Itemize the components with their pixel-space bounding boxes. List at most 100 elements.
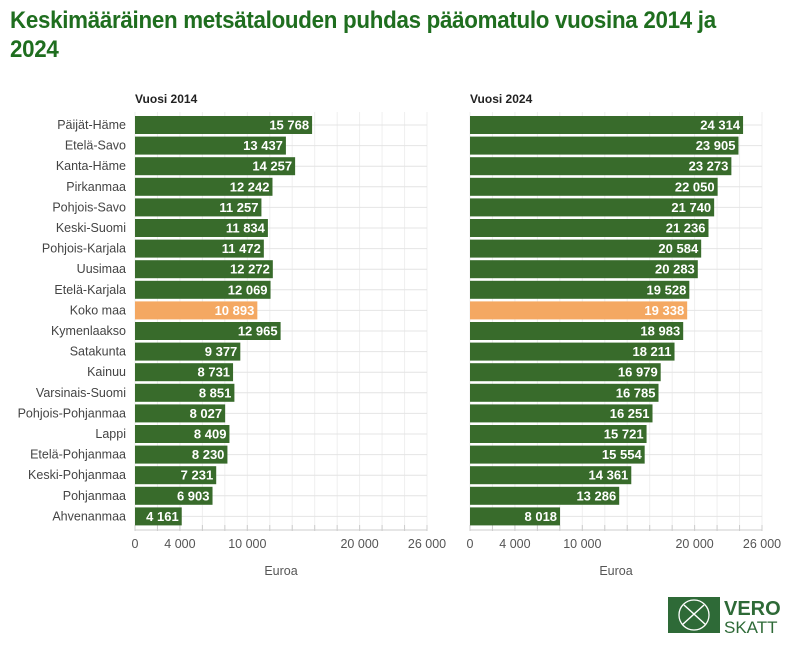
data-label: 8 731 [198,365,231,380]
data-label: 18 983 [640,324,680,339]
category-label: Koko maa [70,303,126,317]
x-axis-label: Euroa [599,564,632,578]
x-tick-label: 4 000 [164,537,195,551]
bar [135,239,264,258]
bar [135,486,213,505]
data-label: 8 851 [199,385,232,400]
x-tick-label: 10 000 [563,537,601,551]
bar [470,198,715,217]
data-label: 15 554 [602,447,643,462]
bar [135,363,234,382]
bar [135,507,182,526]
bar [470,404,653,423]
data-label: 7 231 [181,468,214,483]
data-label: 20 283 [655,262,695,277]
category-label: Kymenlaakso [51,324,126,338]
data-label: 12 069 [228,282,268,297]
data-label: 12 965 [238,324,278,339]
data-label: 8 018 [525,509,558,524]
category-label: Etelä-Pohjanmaa [30,448,126,462]
logo-text-vero: VERO [724,598,781,620]
data-label: 13 437 [243,138,283,153]
bar [135,322,281,340]
x-tick-label: 20 000 [340,537,378,551]
bar [470,260,698,279]
bar [470,486,620,505]
bar [470,239,702,258]
bar [470,157,732,176]
x-tick-label: 0 [132,537,139,551]
bar [470,342,675,361]
data-label: 11 472 [222,241,261,256]
category-label: Pirkanmaa [66,180,126,194]
category-label: Pohjanmaa [63,489,126,503]
data-label: 16 979 [618,365,658,380]
data-label: 21 740 [671,200,711,215]
data-label: 11 257 [219,200,258,215]
category-label: Keski-Pohjanmaa [28,468,126,482]
data-label: 14 257 [252,159,292,174]
chart-title: Keskimääräinen metsätalouden puhdas pääo… [10,7,716,63]
data-label: 14 361 [589,468,629,483]
x-tick-label: 4 000 [499,537,530,551]
data-label: 23 273 [689,159,729,174]
bar [470,301,688,320]
data-label: 23 905 [696,138,736,153]
bar [135,198,262,217]
bar [470,280,690,299]
vero-skatt-logo: VERO SKATT [668,597,781,635]
bar [470,425,647,443]
data-label: 15 768 [269,118,309,133]
bar [470,363,661,382]
data-label: 15 721 [604,427,644,442]
data-label: 21 236 [666,221,706,236]
category-label: Satakunta [70,345,126,359]
data-label: 22 050 [675,179,715,194]
bar [135,466,217,485]
bar [470,507,561,526]
panel-title: Vuosi 2014 [135,92,198,106]
bar [135,445,228,464]
x-tick-label: 26 000 [408,537,446,551]
panel-title: Vuosi 2024 [470,92,533,106]
bar [470,466,632,485]
data-label: 16 785 [616,385,656,400]
category-label: Etelä-Savo [65,139,126,153]
category-label: Pohjois-Pohjanmaa [18,406,126,420]
data-label: 9 377 [205,344,238,359]
bar [470,219,709,237]
data-label: 12 272 [230,262,270,277]
category-label: Varsinais-Suomi [36,386,126,400]
bar [470,383,659,402]
category-label: Ahvenanmaa [52,509,126,523]
bar [470,445,645,464]
category-label: Päijät-Häme [57,118,126,132]
data-label: 11 834 [226,221,266,236]
bar [135,425,230,443]
bar [135,136,286,155]
bar [135,383,235,402]
category-label: Kanta-Häme [56,159,126,173]
data-label: 24 314 [700,118,741,133]
category-label: Pohjois-Savo [52,200,126,214]
category-label: Etelä-Karjala [54,283,126,297]
x-axis-label: Euroa [264,564,297,578]
data-label: 10 893 [215,303,255,318]
category-label: Kainuu [87,365,126,379]
data-label: 8 230 [192,447,225,462]
category-label: Lappi [95,427,126,441]
data-label: 19 338 [644,303,684,318]
x-tick-label: 10 000 [228,537,266,551]
data-label: 13 286 [576,488,616,503]
data-label: 8 027 [190,406,223,421]
bar [135,342,241,361]
bar [135,116,313,134]
data-label: 12 242 [230,179,270,194]
bar [470,322,684,340]
logo-emblem-circle-icon [678,599,710,631]
bar [470,136,739,155]
category-label: Uusimaa [77,262,126,276]
bar [135,219,268,237]
bar [470,177,718,196]
bar [135,177,273,196]
